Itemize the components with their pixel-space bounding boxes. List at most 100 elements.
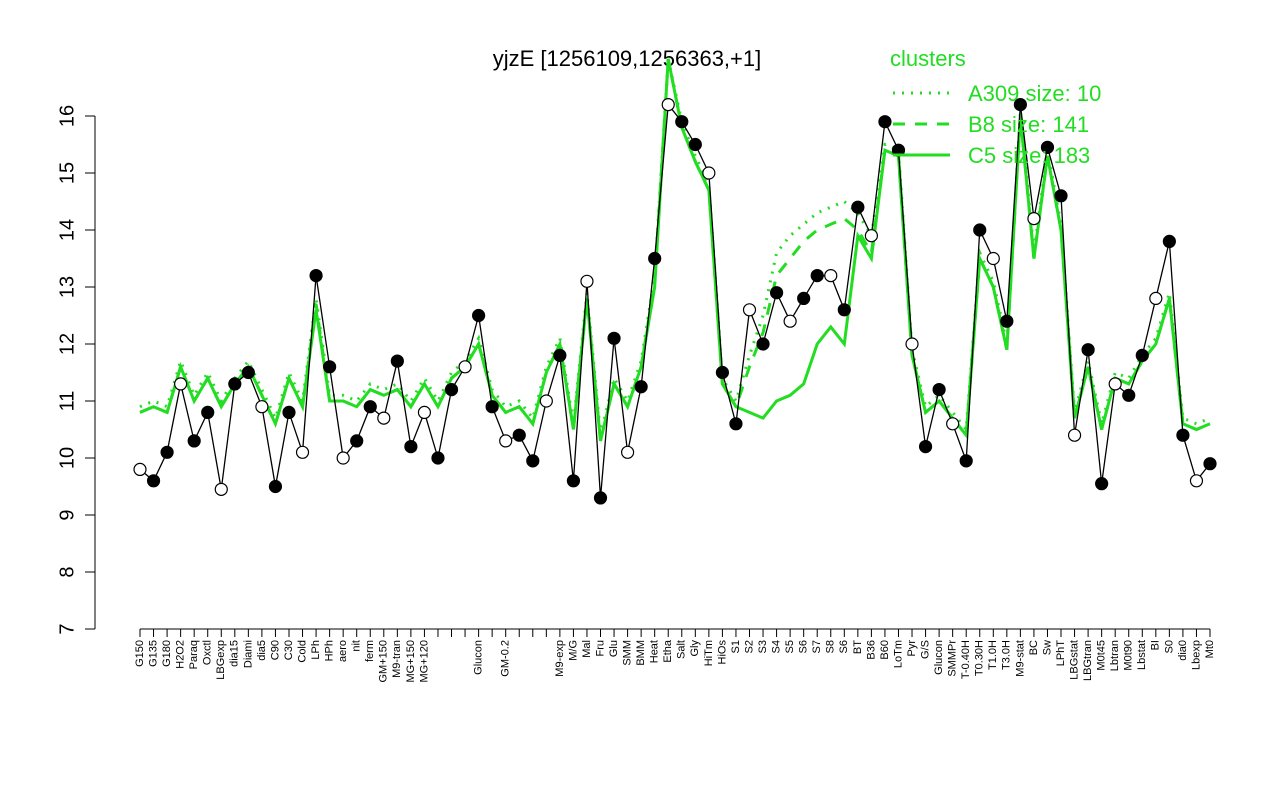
x-tick-label: Glu <box>608 640 620 657</box>
expression-point <box>1162 234 1176 248</box>
x-tick-label: M9-exp <box>554 640 566 677</box>
expression-point <box>201 405 215 419</box>
x-tick-label: S6 <box>838 640 850 653</box>
x-tick-label: T-0.40H <box>960 640 972 679</box>
expression-point <box>1054 189 1068 203</box>
expression-point <box>377 411 391 425</box>
expression-point <box>499 434 513 448</box>
legend-label: B8 size: 141 <box>968 112 1089 137</box>
x-tick-label: S1 <box>730 640 742 653</box>
x-tick-label: C90 <box>269 640 281 660</box>
expression-point <box>715 365 730 380</box>
expression-point <box>241 365 255 380</box>
x-tick-label: BC <box>1028 640 1040 655</box>
expression-point <box>187 434 201 448</box>
x-tick-label: H2O2 <box>175 640 187 669</box>
x-tick-label: dia0 <box>1177 640 1189 661</box>
x-tick-label: MG+120 <box>418 640 430 683</box>
expression-point <box>1067 428 1082 442</box>
expression-point <box>837 303 851 317</box>
expression-point <box>350 434 364 448</box>
expression-point <box>946 417 960 431</box>
expression-point <box>1095 477 1109 491</box>
expression-point <box>255 400 269 414</box>
expression-point <box>756 337 770 351</box>
x-tick-label: S4 <box>770 640 782 653</box>
x-tick-label: MG+150 <box>405 640 417 683</box>
expression-point <box>620 445 635 459</box>
x-tick-label: S6 <box>798 640 810 653</box>
x-tick-label: SMMPr <box>947 640 959 677</box>
x-tick-label: LPhT <box>1055 640 1067 667</box>
legend-title: clusters <box>890 46 966 71</box>
x-tick-label: Oxctl <box>202 640 214 665</box>
expression-point <box>431 451 445 465</box>
expression-point <box>363 400 377 414</box>
expression-point <box>797 291 811 305</box>
expression-point <box>458 360 472 374</box>
x-tick-label: S7 <box>811 640 823 653</box>
expression-point <box>472 308 486 323</box>
x-tick-label: LBGstat <box>1068 640 1080 680</box>
y-tick-label: 7 <box>56 623 78 634</box>
x-tick-label: S5 <box>784 640 796 653</box>
x-tick-label: T0.30H <box>974 640 986 676</box>
x-tick-label: BMM <box>635 640 647 666</box>
x-tick-label: Salt <box>676 640 688 659</box>
expression-point <box>1189 474 1204 488</box>
expression-point <box>769 286 784 300</box>
legend-label: C5 size: 183 <box>968 143 1090 168</box>
y-tick-label: 13 <box>56 276 78 298</box>
expression-point <box>810 269 824 283</box>
expression-point <box>878 115 892 129</box>
x-tick-label: Lbtran <box>1109 640 1121 671</box>
expression-point <box>1000 314 1014 328</box>
expression-point <box>634 380 648 394</box>
expression-point <box>1203 457 1217 471</box>
legend-label: A309 size: 10 <box>968 81 1101 106</box>
y-tick-label: 16 <box>56 105 78 127</box>
expression-point <box>214 482 228 496</box>
y-tick-label: 12 <box>56 333 78 355</box>
x-tick-label: G135 <box>147 640 159 667</box>
expression-point <box>323 360 337 374</box>
x-tick-label: G/S <box>919 640 931 659</box>
expression-point <box>729 417 743 431</box>
y-tick-label: 15 <box>56 162 78 184</box>
x-tick-label: Glucon <box>933 640 945 675</box>
cluster-line <box>139 58 1211 442</box>
x-tick-label: GM-0.2 <box>500 640 512 677</box>
x-tick-label: S8 <box>825 640 837 653</box>
expression-point <box>417 405 432 419</box>
expression-point <box>593 491 608 505</box>
x-tick-label: M0t45 <box>1096 640 1108 671</box>
x-tick-label: dia15 <box>229 640 241 667</box>
x-tick-label: B36 <box>865 640 877 660</box>
expression-point <box>309 269 323 283</box>
expression-point <box>444 383 459 397</box>
x-tick-label: M0t90 <box>1123 640 1135 671</box>
expression-point <box>1013 97 1027 112</box>
expression-point <box>566 474 581 488</box>
x-tick-label: Lbstat <box>1136 640 1148 670</box>
x-tick-label: dia5 <box>256 640 268 661</box>
x-tick-label: Cold <box>296 640 308 663</box>
y-tick-label: 8 <box>56 566 78 577</box>
expression-point <box>268 479 283 494</box>
expression-point <box>932 383 946 397</box>
x-tick-label: G150 <box>134 640 146 667</box>
x-tick-label: Etha <box>662 639 674 663</box>
x-tick-label: nit <box>351 640 363 652</box>
expression-point <box>648 251 662 266</box>
x-tick-label: Gly <box>689 640 701 657</box>
expression-point <box>864 229 878 243</box>
expression-point <box>986 251 1000 266</box>
x-tick-label: Diami <box>242 640 254 668</box>
expression-point <box>553 348 567 362</box>
x-tick-label: M9-tran <box>391 640 403 678</box>
x-tick-label: B60 <box>879 640 891 660</box>
expression-point <box>1027 212 1041 226</box>
expression-point <box>336 451 350 465</box>
